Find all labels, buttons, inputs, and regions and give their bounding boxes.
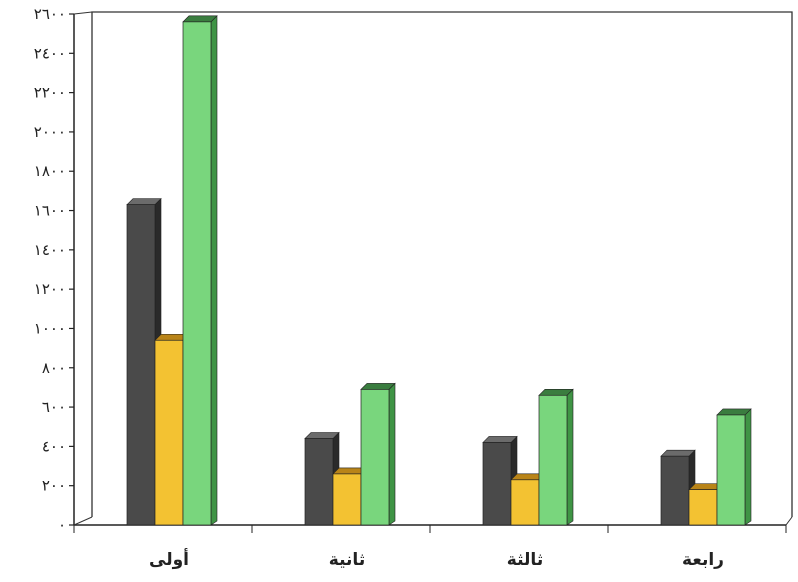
bar (660, 455, 690, 526)
y-tick-label: ٢٠٠٠ (34, 123, 66, 141)
bar-top (716, 408, 752, 416)
y-tick-label: ٦٠٠ (42, 398, 66, 416)
bar (182, 21, 212, 526)
y-axis-ticks: ٠ ٢٠٠ ٤٠٠ ٦٠٠ ٨٠٠ ١٠٠٠ ١٢٠٠ ١٤٠٠ ١٦٠٠ ١٨٠٠ ٢٠٠٠ ٢٢٠… (34, 5, 74, 534)
y-tick-label: ٠ (58, 516, 66, 534)
bar (688, 489, 718, 526)
bar (510, 479, 540, 526)
y-tick-label: ١٢٠٠ (34, 280, 66, 298)
y-tick-label: ٢٦٠٠ (34, 5, 66, 23)
y-tick-label: ٢٠٠ (42, 477, 66, 495)
bar-side (388, 382, 396, 526)
bar-side (210, 15, 218, 526)
x-category-label: أولى (149, 548, 189, 570)
bar (538, 394, 568, 526)
depth-edge-right (785, 516, 793, 526)
bar-side (566, 388, 574, 526)
bar-side (744, 408, 752, 526)
bar (332, 473, 362, 526)
bar-top (126, 198, 162, 205)
x-axis-labels: أولى ثانية ثالثة رابعة (73, 525, 787, 570)
y-tick-label: ٢٢٠٠ (34, 84, 66, 102)
y-tick-label: ١٨٠٠ (34, 162, 66, 180)
bar (716, 414, 746, 526)
bar (360, 389, 390, 526)
bar (154, 339, 184, 526)
bar-top (360, 383, 396, 390)
bar-top (304, 432, 340, 439)
bar (304, 438, 334, 526)
back-frame (91, 11, 793, 517)
y-tick-label: ٢٤٠٠ (34, 44, 66, 62)
bar-top (660, 449, 696, 457)
x-category-label: رابعة (682, 550, 724, 570)
y-tick-label: ١٦٠٠ (34, 202, 66, 220)
x-category-label: ثالثة (507, 550, 543, 570)
depth-edge-top (73, 11, 93, 15)
y-tick-label: ١٤٠٠ (34, 241, 66, 259)
bar-top (538, 388, 574, 396)
depth-edge-bottom (73, 516, 93, 526)
bar-top (182, 15, 218, 23)
bar-top (482, 436, 518, 443)
bar (126, 204, 156, 526)
chart-bars (126, 15, 752, 526)
y-tick-label: ١٠٠٠ (34, 319, 66, 337)
y-tick-label: ٤٠٠ (42, 437, 66, 455)
x-category-label: ثانية (329, 550, 365, 570)
bar (482, 442, 512, 526)
y-tick-label: ٨٠٠ (42, 359, 66, 377)
